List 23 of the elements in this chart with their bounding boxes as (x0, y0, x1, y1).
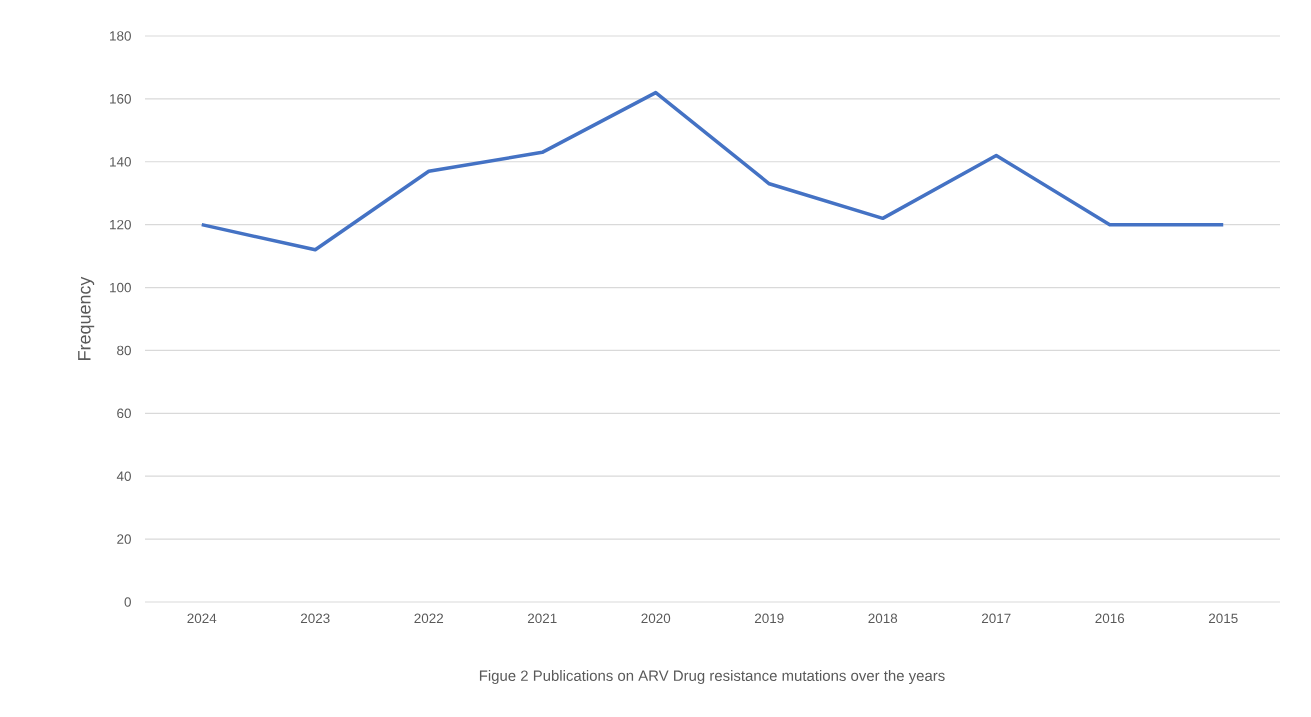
x-tick-label: 2018 (868, 613, 898, 624)
y-tick-label: 160 (110, 94, 131, 104)
y-tick-label: 180 (110, 31, 131, 41)
y-tick-label: 60 (117, 408, 131, 419)
y-tick-label: 0 (124, 597, 131, 607)
y-tick-label: 20 (117, 534, 131, 544)
y-tick-label: 80 (117, 345, 131, 356)
x-tick-label: 2022 (414, 613, 444, 624)
x-tick-label: 2015 (1208, 613, 1238, 624)
y-tick-label: 40 (116, 471, 131, 481)
x-tick-label: 2019 (754, 613, 784, 624)
x-tick-label: 2016 (1095, 613, 1125, 624)
line-series (200, 90, 1225, 252)
x-tick-label: 2017 (981, 613, 1011, 624)
text: Figue 2 Publications on ARV Drug resistance mutations over the years (479, 670, 945, 684)
x-tick-label: 2020 (641, 613, 671, 624)
x-tick-label: 2021 (527, 613, 557, 624)
x-tick-label: 2023 (300, 613, 330, 624)
y-axis-title: Frequency (78, 276, 95, 360)
x-tick-label: 2024 (187, 613, 217, 624)
y-tick-label: 120 (110, 219, 131, 230)
y-tick-label: 140 (110, 157, 131, 167)
y-tick-label: 100 (110, 282, 131, 293)
